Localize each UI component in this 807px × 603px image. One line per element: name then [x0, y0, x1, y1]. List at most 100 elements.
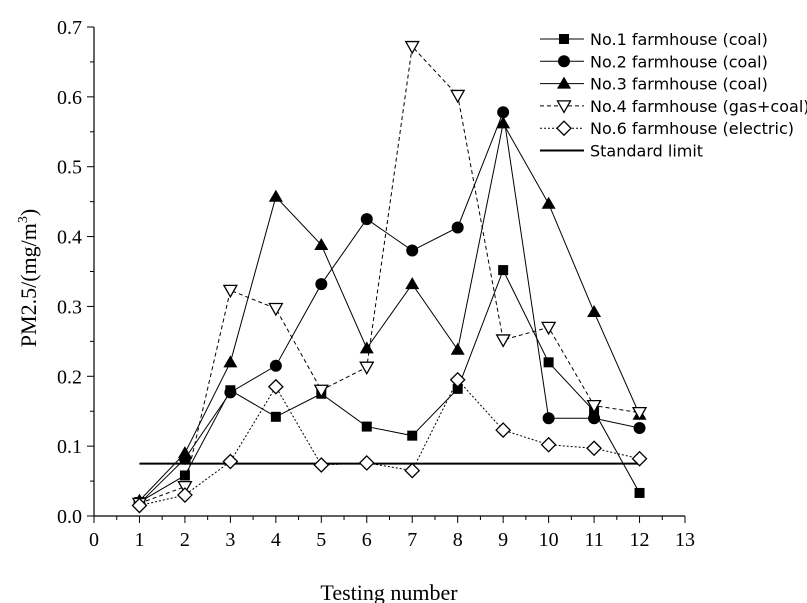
series-2-point	[269, 359, 282, 372]
series-1-point	[361, 421, 372, 432]
series-3	[132, 116, 647, 506]
legend-label-1: No.1 farmhouse (coal)	[590, 30, 768, 49]
series-5-point	[222, 453, 239, 470]
series-5	[131, 371, 648, 514]
legend-marker-5	[556, 120, 572, 137]
series-5-point	[313, 457, 330, 473]
series-3-point	[268, 189, 283, 202]
series-1-point	[543, 357, 554, 368]
x-tick-label: 7	[407, 529, 417, 551]
series-4-point	[495, 334, 511, 348]
legend-label-standard-limit: Standard limit	[590, 142, 703, 161]
series-5-point	[631, 450, 648, 467]
x-tick-label: 3	[225, 529, 235, 551]
series-5-point	[586, 440, 602, 457]
series-4-point	[450, 89, 466, 104]
x-tick-label: 6	[362, 529, 372, 551]
legend-label-3: No.3 farmhouse (coal)	[590, 75, 768, 94]
y-tick-label: 0.6	[57, 87, 82, 109]
x-tick-label: 13	[675, 529, 695, 551]
series-2	[133, 106, 646, 510]
series-3-point	[177, 446, 192, 459]
series-1-point	[407, 430, 418, 441]
y-tick-label: 0.0	[57, 506, 82, 528]
x-tick-label: 2	[180, 529, 190, 551]
series-4-point	[268, 302, 284, 317]
series-3-point	[587, 305, 602, 318]
x-tick-label: 5	[316, 529, 326, 551]
y-tick-label: 0.2	[57, 366, 82, 388]
series-3-point	[223, 355, 238, 368]
x-tick-label: 8	[453, 529, 463, 551]
y-axis-title-main: PM2.5/(mg/m	[16, 223, 41, 347]
x-tick-label: 11	[584, 529, 603, 551]
series-4-point	[541, 321, 557, 336]
series-5-point	[267, 378, 284, 395]
series-3-point	[405, 277, 420, 290]
series-2-point	[224, 386, 237, 399]
legend-marker-4	[556, 100, 572, 114]
x-tick-label: 12	[630, 529, 650, 551]
x-tick-label: 4	[271, 529, 281, 551]
y-tick-label: 0.7	[57, 17, 82, 39]
series-1-point	[452, 383, 463, 394]
series-4	[131, 40, 648, 512]
series-5-point	[495, 422, 512, 438]
legend-marker-3	[557, 76, 571, 89]
x-axis-title: Testing number	[320, 580, 458, 603]
x-tick-label: 1	[134, 529, 144, 551]
series-4-point	[313, 384, 329, 399]
x-tick-label: 9	[498, 529, 508, 551]
series-3-point	[359, 341, 374, 354]
legend-label-2: No.2 farmhouse (coal)	[590, 52, 768, 71]
series-2-point	[406, 244, 419, 257]
series-1-point	[179, 470, 190, 481]
y-axis-title-tail: )	[16, 209, 41, 216]
series-4-point	[222, 284, 238, 299]
series-2-point	[315, 278, 328, 291]
series-4-point	[359, 361, 375, 376]
y-tick-label: 0.1	[57, 436, 82, 458]
series-3-point	[541, 196, 556, 209]
legend-marker-2	[558, 55, 570, 68]
axes: 0 1 2 3 4 5 6 7 8 9 10 11 12 130.00.10.20.30.40.50.60…	[57, 17, 695, 551]
series-1	[134, 265, 645, 508]
y-tick-label: 0.4	[57, 227, 82, 249]
series-4-line	[139, 45, 640, 504]
series-4-point	[404, 40, 420, 55]
y-tick-label: 0.3	[57, 296, 82, 318]
x-tick-label: 10	[539, 529, 559, 551]
series-1-point	[634, 487, 645, 498]
y-tick-label: 0.5	[57, 157, 82, 179]
series-2-point	[497, 106, 510, 119]
series-2-point	[633, 421, 646, 434]
series-2-point	[542, 412, 555, 425]
series-5-point	[177, 487, 193, 503]
series-5-point	[404, 462, 421, 479]
series-2-line	[139, 110, 640, 504]
x-tick-label: 0	[89, 529, 99, 551]
series-3-line	[139, 121, 640, 501]
series-3-point	[314, 237, 329, 250]
legend: No.1 farmhouse (coal) No.2 farmhouse (coa…	[540, 30, 807, 161]
legend-marker-1	[559, 34, 569, 44]
y-axis-title-superscript: 3	[16, 216, 31, 223]
series-3-point	[450, 342, 465, 355]
series-5-line	[139, 378, 640, 507]
series-5-point	[449, 371, 466, 388]
series-4-point	[586, 399, 602, 414]
series-1-point	[270, 411, 281, 422]
series-5-point	[358, 454, 375, 471]
series-4-point	[631, 406, 648, 421]
series-5-point	[131, 497, 148, 514]
series-2-point	[588, 412, 601, 425]
series-2-point	[360, 213, 373, 226]
legend-label-4: No.4 farmhouse (gas+coal)	[590, 97, 807, 116]
legend-label-5: No.6 farmhouse (electric)	[590, 119, 794, 138]
series-3-point	[496, 116, 511, 129]
series-1-line	[139, 268, 640, 503]
series-2-point	[451, 221, 464, 234]
series-5-point	[540, 436, 557, 453]
series-layer	[131, 40, 648, 514]
